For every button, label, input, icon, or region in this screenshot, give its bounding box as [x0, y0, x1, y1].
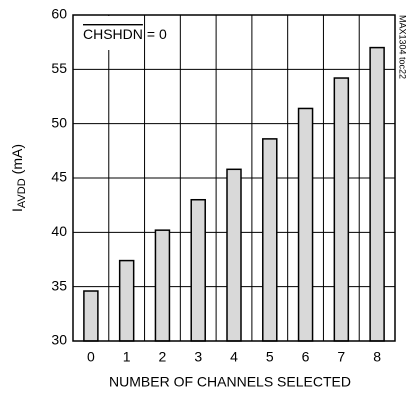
- x-tick-label: 6: [302, 349, 310, 365]
- x-tick-label: 1: [123, 349, 131, 365]
- y-label-main: I: [9, 208, 25, 212]
- annotation-rest: = 0: [147, 26, 167, 42]
- x-tick-label: 5: [266, 349, 274, 365]
- bar: [297, 107, 314, 342]
- y-tick-label: 60: [51, 6, 67, 22]
- y-label-unit: (mA): [9, 144, 25, 174]
- annotation: CHSHDN = 0: [83, 26, 167, 42]
- bar: [154, 229, 171, 342]
- bar: [262, 138, 278, 342]
- y-axis-label: IAVDD (mA): [9, 144, 28, 212]
- annotation-signal: CHSHDN: [83, 26, 143, 42]
- y-tick-label: 40: [51, 223, 67, 239]
- bar: [190, 198, 206, 342]
- x-tick-label: 2: [159, 349, 167, 365]
- y-tick-label: 55: [51, 60, 67, 76]
- plot-border: [72, 14, 396, 342]
- annotation-box: [74, 16, 144, 50]
- bar: [226, 168, 242, 342]
- bar: [369, 46, 385, 342]
- x-tick-label: 7: [337, 349, 345, 365]
- y-tick-label: 35: [51, 277, 67, 293]
- x-axis-label: NUMBER OF CHANNELS SELECTED: [109, 374, 351, 390]
- watermark: MAX1304 toc22: [398, 15, 408, 79]
- x-tick-label: 4: [230, 349, 238, 365]
- x-tick-label: 3: [194, 349, 202, 365]
- x-tick-label: 8: [373, 349, 381, 365]
- bar: [333, 77, 350, 342]
- y-label-sub: AVDD: [16, 178, 28, 208]
- y-tick-label: 45: [51, 169, 67, 185]
- bar: [118, 259, 135, 342]
- y-tick-label: 50: [51, 114, 67, 130]
- x-tick-label: 0: [87, 349, 95, 365]
- y-tick-label: 30: [51, 332, 67, 348]
- bar: [83, 290, 99, 342]
